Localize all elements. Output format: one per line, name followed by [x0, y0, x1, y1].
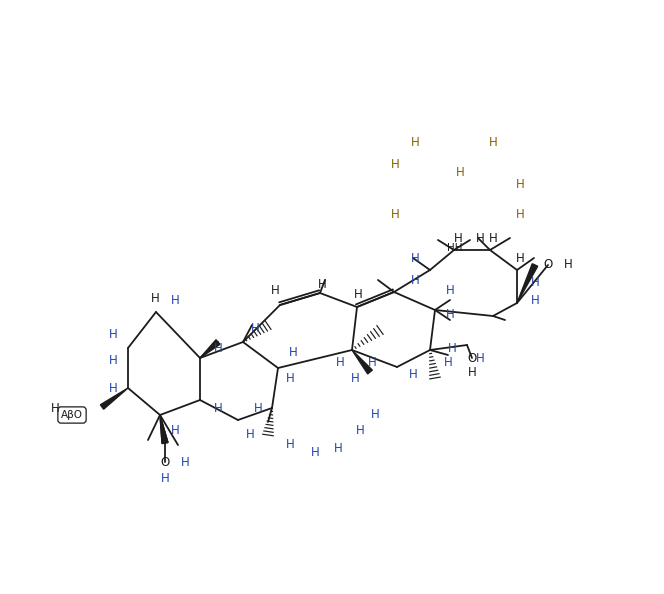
- Text: H: H: [446, 308, 454, 321]
- Text: HH: HH: [448, 243, 463, 253]
- Text: H: H: [171, 293, 179, 307]
- Text: H: H: [333, 441, 343, 454]
- Polygon shape: [200, 340, 220, 358]
- Text: H: H: [454, 232, 462, 245]
- Polygon shape: [100, 388, 128, 409]
- Text: H: H: [564, 258, 572, 271]
- Text: H: H: [489, 232, 497, 245]
- Text: H: H: [410, 273, 420, 286]
- Text: H: H: [371, 409, 379, 422]
- Text: H: H: [531, 276, 539, 289]
- Text: H: H: [250, 321, 260, 334]
- Text: O: O: [467, 352, 477, 365]
- Text: H: H: [410, 137, 420, 150]
- Text: H: H: [335, 355, 345, 368]
- Text: H: H: [181, 456, 189, 469]
- Polygon shape: [160, 415, 168, 444]
- Text: AβO: AβO: [61, 410, 83, 420]
- Text: H: H: [161, 472, 169, 485]
- Polygon shape: [352, 350, 373, 374]
- Text: H: H: [171, 424, 179, 437]
- Text: H: H: [516, 208, 525, 222]
- Text: H: H: [446, 283, 454, 296]
- Text: H: H: [448, 342, 456, 355]
- Text: H: H: [467, 366, 476, 380]
- Text: H: H: [254, 402, 262, 415]
- Text: H: H: [311, 446, 319, 459]
- Text: H: H: [271, 283, 280, 296]
- Text: H: H: [516, 179, 525, 191]
- Text: H: H: [356, 424, 365, 437]
- Text: H: H: [317, 279, 327, 292]
- Text: H: H: [390, 208, 399, 222]
- Text: H: H: [109, 381, 118, 394]
- Polygon shape: [160, 415, 168, 444]
- Text: H: H: [390, 159, 399, 172]
- Text: H: H: [410, 251, 420, 264]
- Text: H: H: [109, 353, 118, 366]
- Polygon shape: [517, 264, 538, 303]
- Text: O: O: [543, 258, 552, 271]
- Text: H: H: [286, 371, 294, 384]
- Text: H: H: [516, 251, 525, 264]
- Text: H: H: [456, 166, 464, 179]
- Text: H: H: [475, 232, 484, 245]
- Text: H: H: [289, 346, 297, 359]
- Text: H: H: [368, 355, 376, 368]
- Text: H: H: [354, 289, 363, 302]
- Text: H: H: [109, 328, 118, 342]
- Text: H: H: [214, 342, 222, 355]
- Text: H: H: [351, 371, 359, 384]
- Text: H: H: [151, 292, 159, 305]
- Text: H: H: [214, 402, 222, 415]
- Text: H: H: [50, 402, 59, 415]
- Text: H: H: [489, 137, 497, 150]
- Text: H: H: [286, 438, 294, 451]
- Text: H: H: [246, 428, 254, 441]
- Text: O: O: [161, 456, 169, 469]
- Text: H: H: [531, 293, 539, 307]
- Text: H: H: [408, 368, 418, 381]
- Text: H: H: [444, 355, 452, 368]
- Text: H: H: [475, 352, 484, 365]
